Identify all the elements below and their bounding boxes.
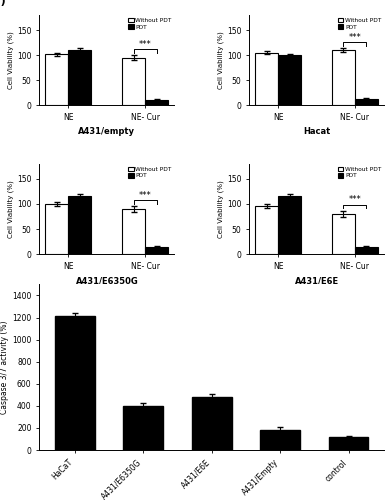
Legend: Without PDT, PDT: Without PDT, PDT (128, 167, 172, 178)
Bar (278, 55, 301, 105)
Text: ***: *** (139, 40, 152, 48)
Bar (55, 316, 94, 450)
Bar (355, 247, 378, 254)
Text: ***: *** (348, 32, 361, 42)
Bar (69, 196, 91, 254)
X-axis label: A431/E6350G: A431/E6350G (76, 276, 138, 285)
Y-axis label: Caspase 3/7 activity (%): Caspase 3/7 activity (%) (0, 320, 9, 414)
Bar (123, 406, 163, 450)
X-axis label: Hacat: Hacat (303, 128, 330, 136)
Bar (145, 100, 168, 105)
Bar (260, 430, 300, 450)
Bar (355, 99, 378, 105)
Text: ***: *** (139, 191, 152, 200)
Bar (255, 52, 278, 105)
Text: ***: *** (348, 196, 361, 204)
Bar (332, 50, 355, 105)
Bar (69, 50, 91, 105)
Bar (329, 438, 368, 450)
Bar (192, 397, 232, 450)
Bar (122, 209, 145, 254)
Y-axis label: Cell Viability (%): Cell Viability (%) (218, 180, 224, 238)
Y-axis label: Cell Viability (%): Cell Viability (%) (8, 180, 14, 238)
Bar (45, 204, 69, 254)
Legend: Without PDT, PDT: Without PDT, PDT (338, 167, 381, 178)
Y-axis label: Cell Viability (%): Cell Viability (%) (218, 31, 224, 89)
Legend: Without PDT, PDT: Without PDT, PDT (128, 18, 172, 30)
Bar (45, 54, 69, 105)
X-axis label: A431/E6E: A431/E6E (294, 276, 339, 285)
Bar (278, 196, 301, 254)
X-axis label: A431/empty: A431/empty (78, 128, 135, 136)
Bar (255, 206, 278, 254)
Bar (332, 214, 355, 254)
Bar (145, 247, 168, 254)
Bar (122, 58, 145, 105)
Text: (a): (a) (0, 0, 5, 6)
Legend: Without PDT, PDT: Without PDT, PDT (338, 18, 381, 30)
Y-axis label: Cell Viability (%): Cell Viability (%) (8, 31, 14, 89)
